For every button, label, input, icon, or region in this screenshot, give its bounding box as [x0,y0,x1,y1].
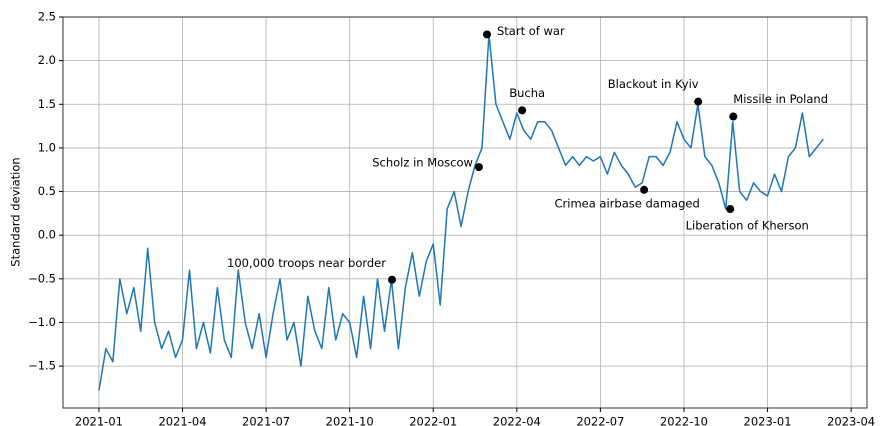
annotation-label: 100,000 troops near border [227,256,386,270]
annotation-point [518,106,527,115]
x-tick-label: 2023-01 [744,415,792,426]
annotation-point [483,30,492,39]
annotation-point [726,205,735,214]
x-tick-label: 2021-01 [75,415,123,426]
y-tick-label: 1.5 [38,97,56,111]
plot-frame [62,16,868,409]
x-tick-label: 2021-10 [326,415,374,426]
y-tick-label: 2.0 [38,53,56,67]
annotation-point [694,97,703,106]
annotation-point [388,275,397,284]
y-tick-label: −1.0 [28,315,56,329]
annotation-point [729,112,738,121]
y-tick-label: 0.5 [38,184,56,198]
y-tick-label: 0.0 [38,228,56,242]
annotation-point [474,163,483,172]
annotation-label: Liberation of Kherson [686,219,809,233]
annotation-label: Bucha [509,86,545,100]
annotation-label: Scholz in Moscow [372,156,473,170]
annotation-label: Crimea airbase damaged [555,196,700,210]
y-tick-label: −0.5 [28,271,56,285]
y-axis-label: Standard deviation [9,157,23,266]
line [98,33,824,391]
y-tick-label: 1.0 [38,140,56,154]
annotation-point [640,185,649,194]
x-tick-label: 2022-10 [660,415,708,426]
x-tick-label: 2021-04 [158,415,206,426]
y-tick-label: −1.5 [28,359,56,373]
x-tick-label: 2022-07 [576,415,624,426]
annotation-label: Start of war [497,24,565,38]
x-tick-label: 2022-01 [409,415,457,426]
annotation-label: Missile in Poland [733,92,828,106]
y-tick-label: 2.5 [38,10,56,24]
x-tick-label: 2021-07 [242,415,290,426]
x-tick-label: 2022-04 [493,415,541,426]
annotation-label: Blackout in Kyiv [608,77,699,91]
x-tick-label: 2023-04 [827,415,875,426]
